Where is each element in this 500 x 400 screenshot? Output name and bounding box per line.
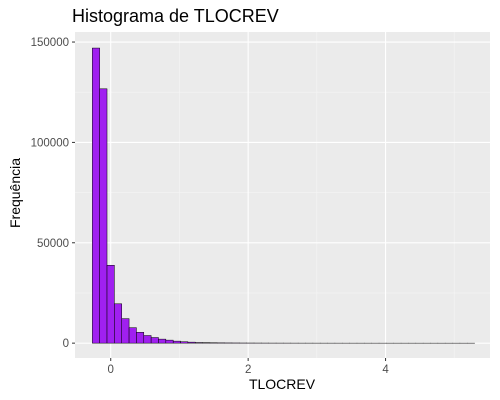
y-tick-label: 150000 (31, 37, 69, 49)
histogram-bar (180, 341, 189, 344)
x-axis-ticks: 0 2 4 (108, 358, 389, 376)
histogram-bar (128, 327, 137, 344)
y-tick-label: 0 (63, 338, 69, 350)
chart-title: Histograma de TLOCREV (72, 6, 279, 26)
histogram-bar (92, 47, 100, 344)
histogram-bar (165, 339, 174, 344)
histogram-bar (106, 265, 115, 344)
histogram-bar (99, 88, 108, 344)
x-tick-label: 0 (108, 364, 114, 376)
y-tick-label: 50000 (37, 238, 69, 250)
y-tick-label: 100000 (31, 137, 69, 149)
x-tick-label: 4 (382, 364, 389, 376)
y-axis-title: Frequência (7, 158, 23, 228)
histogram-bar (121, 318, 130, 344)
histogram-bar (202, 342, 211, 344)
histogram-bar (194, 342, 203, 344)
x-tick-label: 2 (245, 364, 251, 376)
histogram-bar (150, 337, 159, 344)
y-axis-ticks: 0 50000 100000 150000 (31, 37, 75, 350)
histogram-bar (136, 332, 145, 344)
histogram-bar (172, 340, 181, 344)
histogram-bar (187, 341, 196, 344)
histogram-bar (114, 303, 122, 344)
histogram-bar (143, 335, 152, 344)
x-axis-title: TLOCREV (249, 376, 316, 392)
minor-gridlines (75, 32, 490, 358)
plot-panel (75, 32, 490, 358)
histogram-bars (92, 47, 475, 344)
histogram-bar (158, 338, 167, 344)
